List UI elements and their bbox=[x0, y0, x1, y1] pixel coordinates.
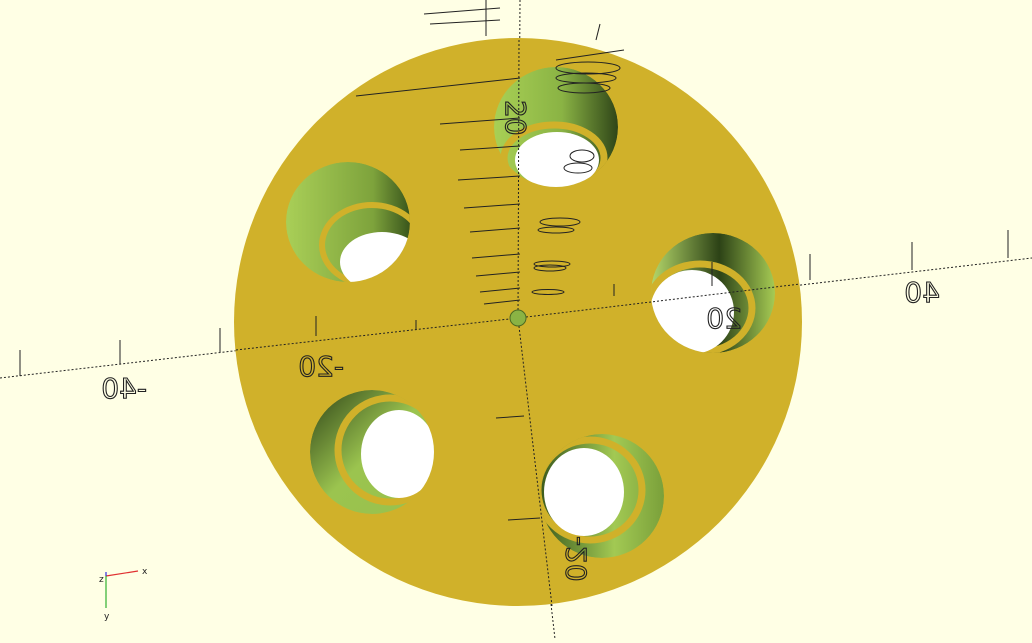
hole-right bbox=[651, 233, 775, 353]
hole-top bbox=[494, 67, 618, 187]
y-axis-glyphs bbox=[531, 61, 621, 295]
axis-label-y-pos-20: 20 bbox=[499, 100, 532, 136]
axes-foreground bbox=[235, 39, 801, 607]
axis-label-x-pos-40: 40 bbox=[904, 276, 940, 309]
axis-label-y-neg-20: -20 bbox=[560, 536, 593, 582]
axis-indicator-z-label: z bbox=[99, 575, 104, 585]
axis-label-x-pos-20: 20 bbox=[706, 302, 742, 335]
axis-ticks-background bbox=[19, 0, 1009, 376]
axis-label-x-neg-40: -40 bbox=[101, 372, 147, 405]
axis-label-x-neg-20: -20 bbox=[298, 350, 344, 383]
origin-marker bbox=[509, 309, 527, 327]
axis-ticks-foreground bbox=[315, 23, 811, 521]
axis-labels: -40 -20 20 40 20 -20 bbox=[101, 99, 941, 582]
axis-indicator-x-line bbox=[105, 570, 139, 577]
axis-indicator-x-label: x bbox=[142, 567, 148, 577]
axis-indicator-y-label: y bbox=[104, 612, 110, 622]
hole-lower-left bbox=[310, 390, 434, 514]
axis-indicator: x y z bbox=[99, 567, 148, 622]
hole-bottom bbox=[540, 434, 664, 558]
